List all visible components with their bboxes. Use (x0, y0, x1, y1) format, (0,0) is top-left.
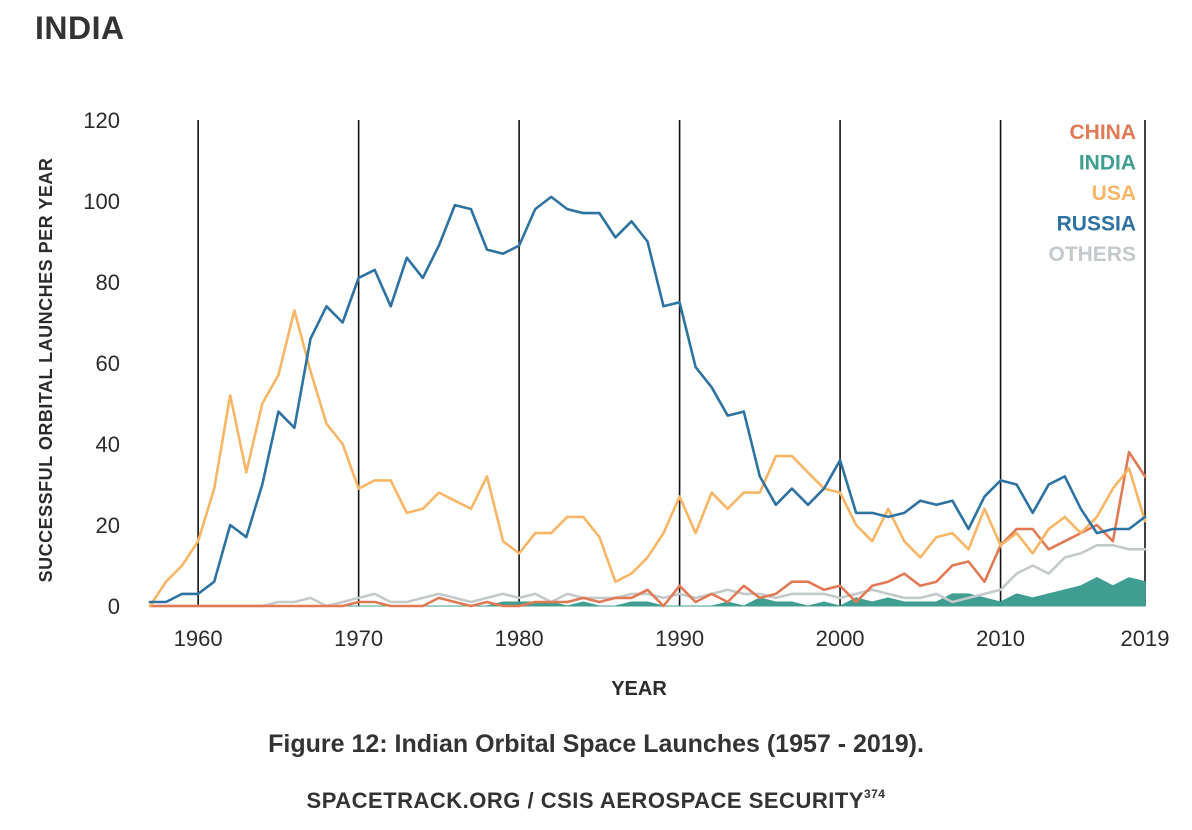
y-axis-label: SUCCESSFUL ORBITAL LAUNCHES PER YEAR (36, 158, 56, 583)
source-credit: SPACETRACK.ORG / CSIS AEROSPACE SECURITY… (0, 787, 1192, 814)
x-axis-tick-labels: 1960 1970 1980 1990 2000 2010 2019 (174, 626, 1170, 651)
x-axis-label: YEAR (611, 678, 667, 700)
legend-item-india: INDIA (1079, 152, 1136, 175)
x-tick-label: 2010 (976, 626, 1025, 651)
legend-item-others: OTHERS (1048, 243, 1136, 266)
legend: CHINA INDIA USA RUSSIA OTHERS (1048, 121, 1136, 266)
y-tick-label: 60 (96, 351, 120, 376)
series-line-others (148, 543, 1147, 608)
x-tick-label: 2000 (816, 626, 865, 651)
x-tick-label: 1980 (495, 626, 544, 651)
legend-item-russia: RUSSIA (1057, 213, 1136, 236)
x-tick-label: 1960 (174, 626, 223, 651)
y-tick-label: 80 (96, 270, 120, 295)
legend-item-usa: USA (1092, 182, 1136, 205)
y-tick-label: 120 (83, 108, 120, 133)
source-footnote: 374 (863, 787, 886, 801)
page-title: INDIA (35, 10, 125, 46)
y-tick-label: 40 (96, 432, 120, 457)
source-text: SPACETRACK.ORG / CSIS AEROSPACE SECURITY (306, 788, 864, 813)
vertical-gridlines (197, 120, 1146, 606)
series-line-usa (148, 309, 1147, 608)
series-line-china (148, 450, 1147, 608)
y-axis-tick-labels: 0 20 40 60 80 100 120 (83, 108, 120, 619)
x-tick-label: 1990 (655, 626, 704, 651)
y-tick-label: 100 (83, 189, 120, 214)
x-tick-label: 1970 (334, 626, 383, 651)
series-layer (148, 195, 1147, 608)
series-line-russia (148, 195, 1147, 604)
x-tick-label: 2019 (1121, 626, 1170, 651)
line-chart: 0 20 40 60 80 100 120 1960 1970 1980 1990 2000 2010… (36, 108, 1170, 700)
figure-caption: Figure 12: Indian Orbital Space Launches… (268, 730, 924, 758)
y-tick-label: 20 (96, 513, 120, 538)
y-tick-label: 0 (108, 594, 120, 619)
legend-item-china: CHINA (1070, 121, 1137, 144)
